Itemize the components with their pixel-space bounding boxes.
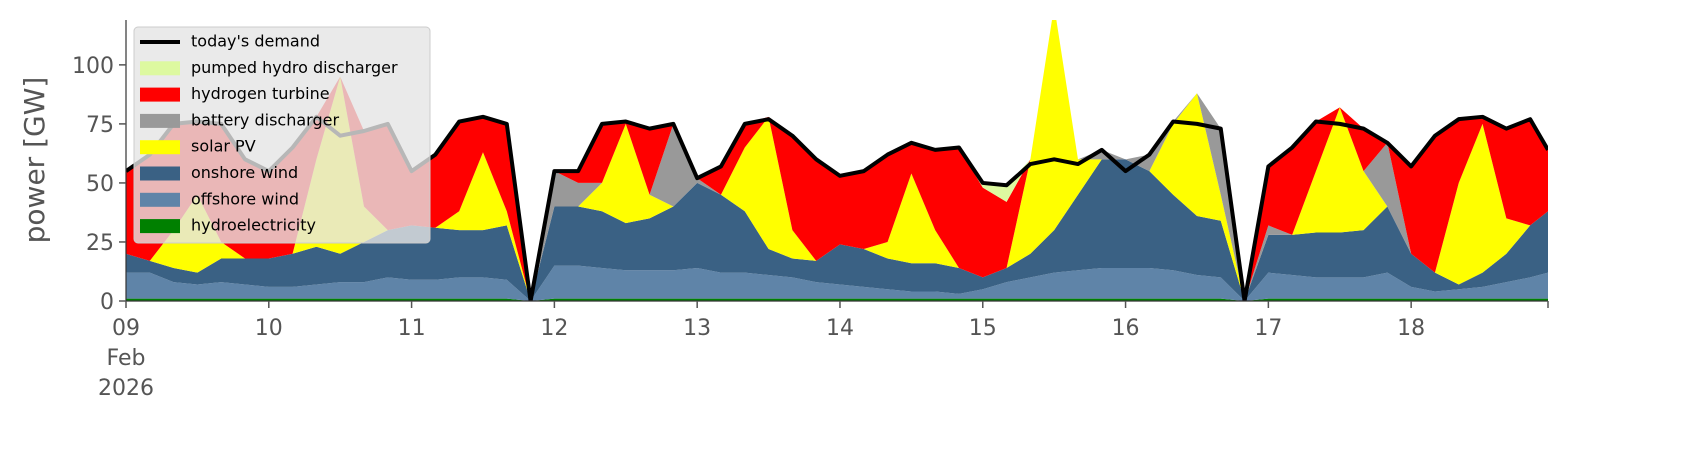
legend-swatch	[140, 192, 180, 207]
legend-swatch	[140, 113, 180, 128]
legend-swatch	[140, 87, 180, 102]
legend-label: battery discharger	[191, 110, 339, 129]
y-tick-label: 100	[72, 54, 114, 79]
y-tick-label: 0	[100, 290, 114, 315]
y-axis-label: power [GW]	[18, 77, 51, 244]
y-tick-label: 25	[86, 231, 114, 256]
x-tick-label: 16	[1112, 316, 1140, 341]
area	[126, 265, 1548, 301]
x-tick-label: 18	[1397, 316, 1425, 341]
legend-swatch	[140, 140, 180, 155]
x-tick-label: 14	[826, 316, 854, 341]
x-tick-label: 11	[398, 316, 426, 341]
legend-label: hydrogen turbine	[191, 84, 330, 103]
legend-swatch	[140, 166, 180, 181]
x-tick-label: 12	[540, 316, 568, 341]
legend-box	[133, 26, 431, 244]
legend-swatch	[140, 219, 180, 234]
x-tick-label: 15	[969, 316, 997, 341]
x-tick-label: 13	[683, 316, 711, 341]
legend-swatch	[140, 61, 180, 76]
legend-label: today's demand	[191, 32, 320, 51]
legend-label: pumped hydro discharger	[191, 58, 398, 77]
x-tick-label: 09 Feb 2026	[98, 316, 154, 401]
legend-label: solar PV	[191, 137, 256, 156]
legend-label: onshore wind	[191, 163, 298, 182]
area	[126, 159, 1548, 301]
x-tick-label: 10	[255, 316, 283, 341]
area	[126, 20, 1548, 301]
legend-label: offshore wind	[191, 189, 299, 208]
y-tick-label: 75	[86, 113, 114, 138]
x-tick-label: 17	[1254, 316, 1282, 341]
legend-label: hydroelectricity	[191, 216, 316, 235]
y-tick-label: 50	[86, 172, 114, 197]
